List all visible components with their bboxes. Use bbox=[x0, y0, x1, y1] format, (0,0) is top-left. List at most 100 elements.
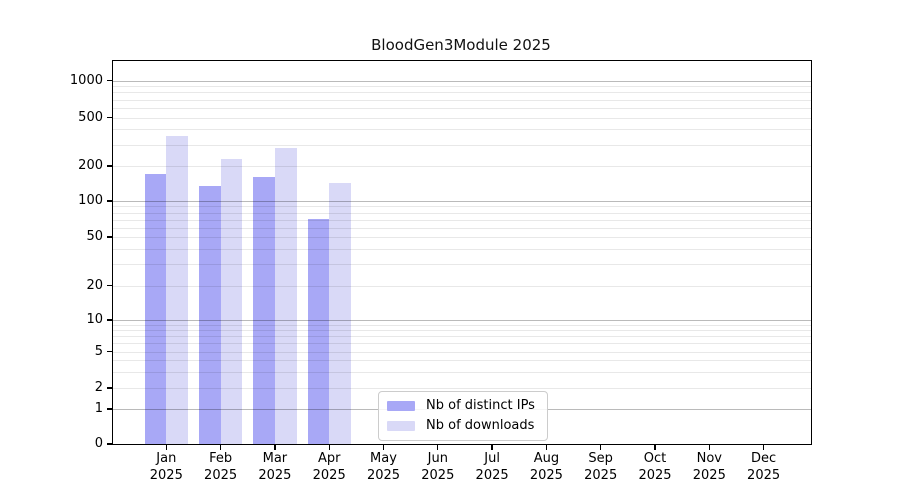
bar-nb-of-distinct-ips-jan bbox=[144, 174, 167, 444]
bar-nb-of-downloads-feb bbox=[220, 158, 243, 444]
x-tick-mark bbox=[545, 445, 548, 451]
x-tick-mark bbox=[762, 445, 765, 451]
gridline-minor bbox=[113, 206, 811, 208]
bar-nb-of-distinct-ips-apr bbox=[307, 218, 330, 444]
x-tick-label: Dec 2025 bbox=[734, 450, 794, 484]
x-tick-year: 2025 bbox=[584, 468, 618, 483]
y-tick-mark bbox=[106, 116, 112, 119]
x-tick-mark bbox=[382, 445, 385, 451]
x-tick-mark bbox=[274, 445, 276, 451]
y-tick-mark bbox=[106, 443, 112, 445]
x-tick-month: Jul bbox=[484, 451, 500, 466]
x-tick-month: Mar bbox=[262, 451, 288, 466]
x-tick-label: Jul 2025 bbox=[462, 450, 522, 484]
y-tick-mark bbox=[106, 319, 112, 321]
gridline-minor bbox=[113, 219, 811, 221]
x-tick-label: Feb 2025 bbox=[191, 450, 251, 484]
gridline-minor bbox=[113, 212, 811, 214]
gridline-minor bbox=[113, 343, 811, 345]
y-tick-label: 2 bbox=[94, 380, 103, 395]
gridline-minor bbox=[113, 285, 811, 287]
plot-area: 0 1 2 5 10 20 50 100 200 500 1000 Jan 2025 Feb 2025 Mar… bbox=[70, 60, 812, 483]
x-tick-month: Oct bbox=[643, 451, 667, 466]
legend-item-label: Nb of distinct IPs bbox=[426, 398, 535, 413]
y-tick-label: 10 bbox=[86, 312, 103, 327]
y-tick-label: 500 bbox=[78, 109, 103, 125]
y-tick-label: 1 bbox=[94, 401, 103, 416]
x-tick-month: Nov bbox=[696, 451, 722, 466]
gridline-minor bbox=[113, 360, 811, 362]
x-tick-mark bbox=[600, 445, 602, 451]
x-tick-month: Sep bbox=[588, 451, 613, 466]
x-tick-label: Jan 2025 bbox=[136, 450, 196, 484]
x-tick-mark bbox=[165, 445, 167, 451]
legend-item-label: Nb of downloads bbox=[426, 418, 535, 433]
x-tick-label: Nov 2025 bbox=[679, 450, 739, 484]
y-tick-mark bbox=[106, 236, 112, 238]
gridline-minor bbox=[113, 144, 811, 146]
gridline-minor bbox=[113, 129, 811, 131]
legend-swatch bbox=[387, 401, 415, 411]
gridline-minor bbox=[113, 107, 811, 109]
gridline-minor bbox=[113, 117, 811, 119]
y-tick-mark bbox=[106, 350, 112, 353]
x-tick-label: Jun 2025 bbox=[408, 450, 468, 484]
x-tick-month: May bbox=[370, 451, 397, 466]
x-tick-label: Aug 2025 bbox=[516, 450, 576, 484]
x-tick-month: Apr bbox=[317, 451, 341, 466]
x-tick-mark bbox=[708, 445, 710, 451]
gridline-minor bbox=[113, 324, 811, 326]
y-tick-label: 0 bbox=[94, 436, 103, 451]
x-tick-label: Mar 2025 bbox=[245, 450, 305, 484]
gridline-major bbox=[113, 201, 811, 202]
x-tick-year: 2025 bbox=[529, 468, 563, 483]
bar-nb-of-downloads-mar bbox=[274, 148, 297, 444]
x-tick-year: 2025 bbox=[638, 468, 672, 483]
x-tick-month: Feb bbox=[209, 451, 233, 466]
x-tick-month: Aug bbox=[533, 451, 560, 466]
y-tick-label: 50 bbox=[86, 229, 103, 244]
y-tick-mark bbox=[106, 387, 112, 389]
gridline-minor bbox=[113, 86, 811, 88]
x-tick-year: 2025 bbox=[475, 468, 509, 483]
x-tick-mark bbox=[654, 445, 656, 451]
bar-nb-of-downloads-apr bbox=[329, 183, 351, 444]
bar-nb-of-distinct-ips-mar bbox=[253, 176, 275, 444]
legend: Nb of distinct IPs Nb of downloads bbox=[378, 391, 548, 441]
x-tick-month: Jan bbox=[156, 451, 177, 466]
x-tick-month: Jun bbox=[427, 451, 448, 466]
legend-item: Nb of distinct IPs bbox=[387, 398, 535, 414]
y-tick-mark bbox=[106, 284, 112, 287]
x-tick-label: May 2025 bbox=[354, 450, 414, 484]
y-tick-label: 20 bbox=[86, 277, 103, 293]
bar-nb-of-downloads-jan bbox=[166, 135, 188, 444]
gridline-minor bbox=[113, 330, 811, 332]
bar-nb-of-distinct-ips-feb bbox=[198, 186, 221, 444]
y-tick-mark bbox=[106, 79, 112, 82]
gridline-minor bbox=[113, 351, 811, 353]
gridline-major bbox=[113, 320, 811, 321]
x-tick-label: Apr 2025 bbox=[299, 450, 359, 484]
x-tick-label: Oct 2025 bbox=[625, 450, 685, 484]
legend-swatch bbox=[387, 421, 415, 431]
x-tick-label: Sep 2025 bbox=[571, 450, 631, 484]
gridline-minor bbox=[113, 371, 811, 373]
gridline-minor bbox=[113, 227, 811, 229]
x-tick-year: 2025 bbox=[258, 468, 292, 483]
x-tick-year: 2025 bbox=[312, 468, 346, 483]
y-tick-mark bbox=[106, 408, 112, 410]
gridline-major bbox=[113, 80, 811, 82]
y-tick-label: 5 bbox=[94, 343, 103, 359]
y-tick-label: 100 bbox=[78, 193, 103, 208]
legend-item: Nb of downloads bbox=[387, 418, 535, 434]
x-tick-year: 2025 bbox=[204, 468, 238, 483]
y-tick-label: 200 bbox=[78, 158, 103, 173]
gridline-minor bbox=[113, 237, 811, 238]
x-tick-mark bbox=[328, 445, 330, 451]
gridline-minor bbox=[113, 264, 811, 266]
x-tick-year: 2025 bbox=[149, 468, 183, 483]
x-tick-month: Dec bbox=[751, 451, 777, 466]
x-tick-year: 2025 bbox=[366, 468, 401, 483]
gridline-minor bbox=[113, 166, 811, 167]
